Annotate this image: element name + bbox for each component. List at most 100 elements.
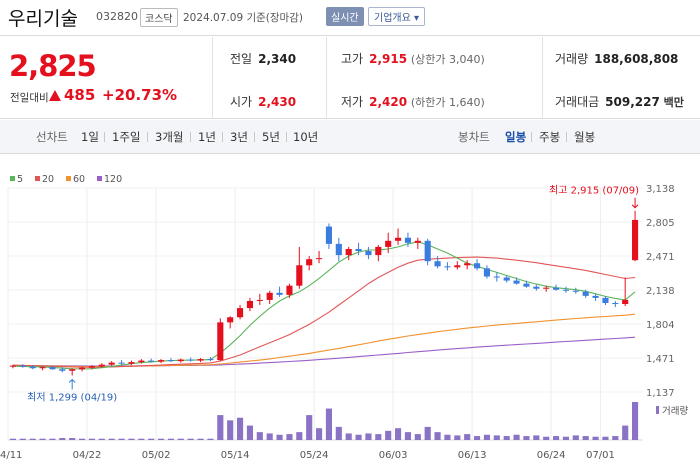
candle-body — [237, 308, 244, 318]
legend-swatch — [66, 176, 71, 181]
volume-bar — [316, 428, 323, 440]
candle-body — [612, 302, 619, 305]
volume-bar — [454, 435, 461, 440]
prev-close: 전일 2,340 — [230, 52, 297, 66]
volume-bar — [493, 435, 500, 440]
legend-label: 20 — [42, 174, 54, 185]
volume-bar — [385, 430, 392, 440]
volume-bar — [29, 438, 36, 440]
candle-body — [464, 263, 471, 266]
candle-body — [483, 268, 490, 277]
volume-bar — [474, 436, 481, 440]
volume-bar — [553, 436, 560, 440]
divider — [212, 37, 213, 119]
candle-body — [138, 360, 145, 363]
candlestick-chart[interactable]: 5 20 60 120 3,138 2,805 2,471 2,138 1,804 1,471 1… — [0, 170, 700, 476]
candle-body — [128, 362, 135, 364]
tab-daily[interactable]: 일봉 — [505, 130, 527, 144]
tab-1w[interactable]: 1주일 — [112, 130, 141, 144]
candle-body — [395, 237, 402, 241]
candle-body — [69, 369, 76, 371]
tab-monthly[interactable]: 월봉 — [574, 130, 596, 144]
current-price: 2,825 — [9, 49, 97, 83]
candle-body — [553, 287, 560, 290]
candle-body — [296, 265, 303, 286]
candle-body — [88, 366, 95, 368]
candle-body — [39, 367, 46, 369]
tab-3m[interactable]: 3개월 — [155, 130, 184, 144]
tab-1d[interactable]: 1일 — [81, 130, 99, 144]
volume-bar — [49, 438, 56, 440]
candle-body — [632, 219, 639, 261]
candle-body — [355, 248, 362, 252]
candle-body — [177, 359, 184, 362]
stock-code: 032820 — [96, 10, 138, 23]
volume-bar — [296, 432, 303, 440]
candle-body — [365, 251, 372, 256]
volume-bar — [227, 420, 234, 440]
volume-bar — [523, 436, 530, 440]
candle-body — [108, 362, 115, 365]
volume-bar — [187, 438, 194, 440]
divider — [542, 37, 543, 119]
candle-body — [592, 295, 599, 298]
volume-bar — [138, 438, 145, 440]
candle-body — [167, 360, 174, 362]
candle-body — [602, 297, 609, 303]
volume-bar — [207, 438, 214, 440]
volume-bar — [483, 434, 490, 440]
candle-body — [513, 280, 520, 284]
realtime-button[interactable]: 실시간 — [326, 7, 364, 26]
candle-body — [474, 263, 481, 269]
high-price: 고가 2,915 (상한가 3,040) — [341, 52, 485, 66]
volume-bar — [158, 438, 165, 440]
candle-body — [523, 283, 530, 287]
y-tick-label: 2,138 — [646, 286, 675, 297]
chart-legend: 5 20 60 120 — [10, 174, 122, 185]
candle-body — [286, 285, 293, 295]
volume-bar — [306, 415, 313, 440]
tab-3y[interactable]: 3년 — [230, 130, 248, 144]
candle-body — [49, 367, 56, 370]
volume-bar — [622, 425, 629, 440]
candle-body — [256, 299, 263, 301]
volume-bar — [375, 434, 382, 440]
volume-bar — [9, 438, 16, 440]
volume-bar — [256, 432, 263, 440]
volume-label: 거래량 — [662, 405, 688, 417]
tab-weekly[interactable]: 주봉 — [539, 130, 561, 144]
candle-body — [79, 367, 86, 370]
volume-bar — [118, 438, 125, 440]
volume-bar — [513, 434, 520, 440]
tab-10y[interactable]: 10년 — [293, 130, 319, 144]
divider — [566, 132, 567, 142]
volume-bar — [355, 434, 362, 440]
x-tick-label: 06/24 — [537, 450, 566, 461]
y-tick-label: 1,804 — [646, 320, 675, 331]
y-tick-label: 2,805 — [646, 218, 675, 229]
candle-body — [197, 359, 204, 361]
volume-bar — [543, 436, 550, 440]
legend-label: 60 — [73, 174, 85, 185]
company-info-button[interactable]: 기업개요 ▾ — [368, 7, 425, 26]
stock-header: 우리기술 032820 코스닥 2024.07.09 기준(장마감) 실시간 기… — [0, 0, 700, 36]
candle-body — [306, 259, 313, 266]
trade-volume: 거래량 188,608,808 — [555, 52, 679, 66]
candle-body — [266, 292, 273, 300]
volume-bar — [335, 426, 342, 440]
volume-bar — [612, 436, 619, 440]
volume-bar — [128, 438, 135, 440]
tab-1y[interactable]: 1년 — [198, 130, 216, 144]
volume-bar — [424, 426, 431, 440]
volume-bar — [69, 438, 76, 440]
chart-grid — [7, 187, 643, 441]
divider — [104, 132, 105, 142]
change-label: 전일대비 — [10, 92, 49, 104]
stock-name: 우리기술 — [8, 8, 78, 30]
candle-body — [444, 266, 451, 268]
volume-bar — [276, 434, 283, 440]
volume-bars — [9, 402, 659, 440]
volume-bar — [464, 434, 471, 440]
tab-5y[interactable]: 5년 — [262, 130, 280, 144]
candle-body — [158, 360, 165, 362]
